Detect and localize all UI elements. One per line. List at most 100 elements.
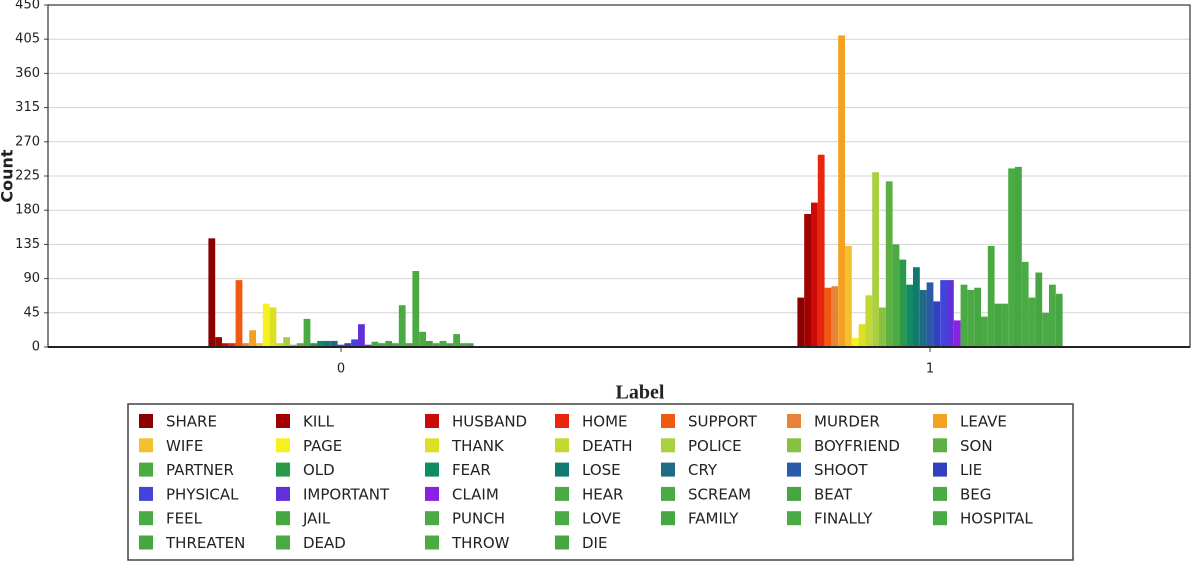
bar [947,280,954,347]
bar [453,334,460,347]
bar [290,344,297,347]
y-axis-label: Count [0,149,17,203]
legend-swatch [555,462,569,477]
bar [1001,303,1009,347]
bar [906,284,913,347]
bar [1021,261,1029,347]
bar [460,343,467,347]
bar [317,340,324,347]
legend-swatch [555,511,569,526]
bar [981,316,988,347]
legend-swatch [787,486,801,501]
legend-swatch [276,486,290,501]
bar [405,343,413,347]
y-tick-label: 225 [15,169,40,184]
bar [872,172,879,347]
legend-swatch [555,486,569,501]
legend-label: PAGE [303,437,342,455]
legend-swatch [276,414,290,428]
bar [351,339,358,347]
bar [858,324,866,347]
legend-swatch [787,462,801,477]
bar [235,280,243,347]
x-tick-label: 0 [337,362,345,377]
bar [879,307,886,347]
legend-label: LIE [960,461,982,479]
legend-label: WIFE [166,437,203,455]
legend-swatch [933,462,947,477]
bar [419,331,426,347]
bar [1049,284,1056,347]
legend-label: LOVE [582,510,621,528]
legend-label: POLICE [688,437,742,455]
bar [851,337,859,347]
bar [1042,312,1049,347]
legend-swatch [555,438,569,453]
legend-label: CLAIM [452,485,499,503]
legend-swatch [425,414,439,428]
legend-swatch [139,486,153,501]
bar [310,343,318,347]
legend-label: THANK [451,437,505,455]
bar [269,307,277,347]
bar [1028,297,1036,347]
bar [1035,272,1043,347]
bar [811,202,818,347]
legend-swatch [139,462,153,477]
legend-label: BOYFRIEND [814,437,900,455]
legend-swatch [276,535,290,550]
bar [940,280,947,347]
bar [994,303,1002,347]
legend-label: FINALLY [814,510,873,528]
y-tick-label: 270 [15,134,40,149]
bar [283,337,290,347]
legend-label: OLD [303,461,335,479]
bar [926,282,934,347]
bar [1015,166,1022,347]
y-tick-label: 360 [15,66,40,81]
bar [439,340,447,347]
legend-swatch [661,414,675,428]
legend-label: SHARE [166,413,217,431]
legend-label: THROW [451,534,510,552]
bar [919,290,927,347]
legend-swatch [276,462,290,477]
bar [228,343,236,347]
bar [208,238,216,347]
x-axis-label: Label [616,382,665,404]
legend-swatch [787,414,801,428]
bar [426,340,433,347]
legend-label: HUSBAND [452,413,527,431]
bar [1008,168,1015,347]
legend-label: KILL [303,413,335,431]
bar [358,324,365,347]
legend-swatch [276,438,290,453]
y-tick-label: 450 [15,0,40,13]
legend-swatch [276,511,290,526]
legend-label: FEEL [166,510,203,528]
legend-swatch [933,438,947,453]
bar [953,320,961,347]
legend-label: MURDER [814,413,880,431]
y-tick-label: 405 [15,32,40,47]
legend-label: SON [960,437,993,455]
legend-swatch [933,486,947,501]
bar [392,343,399,347]
bar [371,341,379,347]
y-tick-label: 135 [15,237,40,252]
legend-swatch [661,486,675,501]
bar [256,343,263,347]
legend-swatch [661,462,675,477]
bar [262,303,270,347]
legend-label: PHYSICAL [166,485,239,503]
legend-label: IMPORTANT [303,485,390,503]
legend-label: PUNCH [452,510,505,528]
bar [838,35,845,348]
bar [276,343,284,347]
bar [344,343,352,347]
legend-swatch [787,438,801,453]
legend-label: JAIL [302,510,331,528]
legend-label: LOSE [582,461,621,479]
